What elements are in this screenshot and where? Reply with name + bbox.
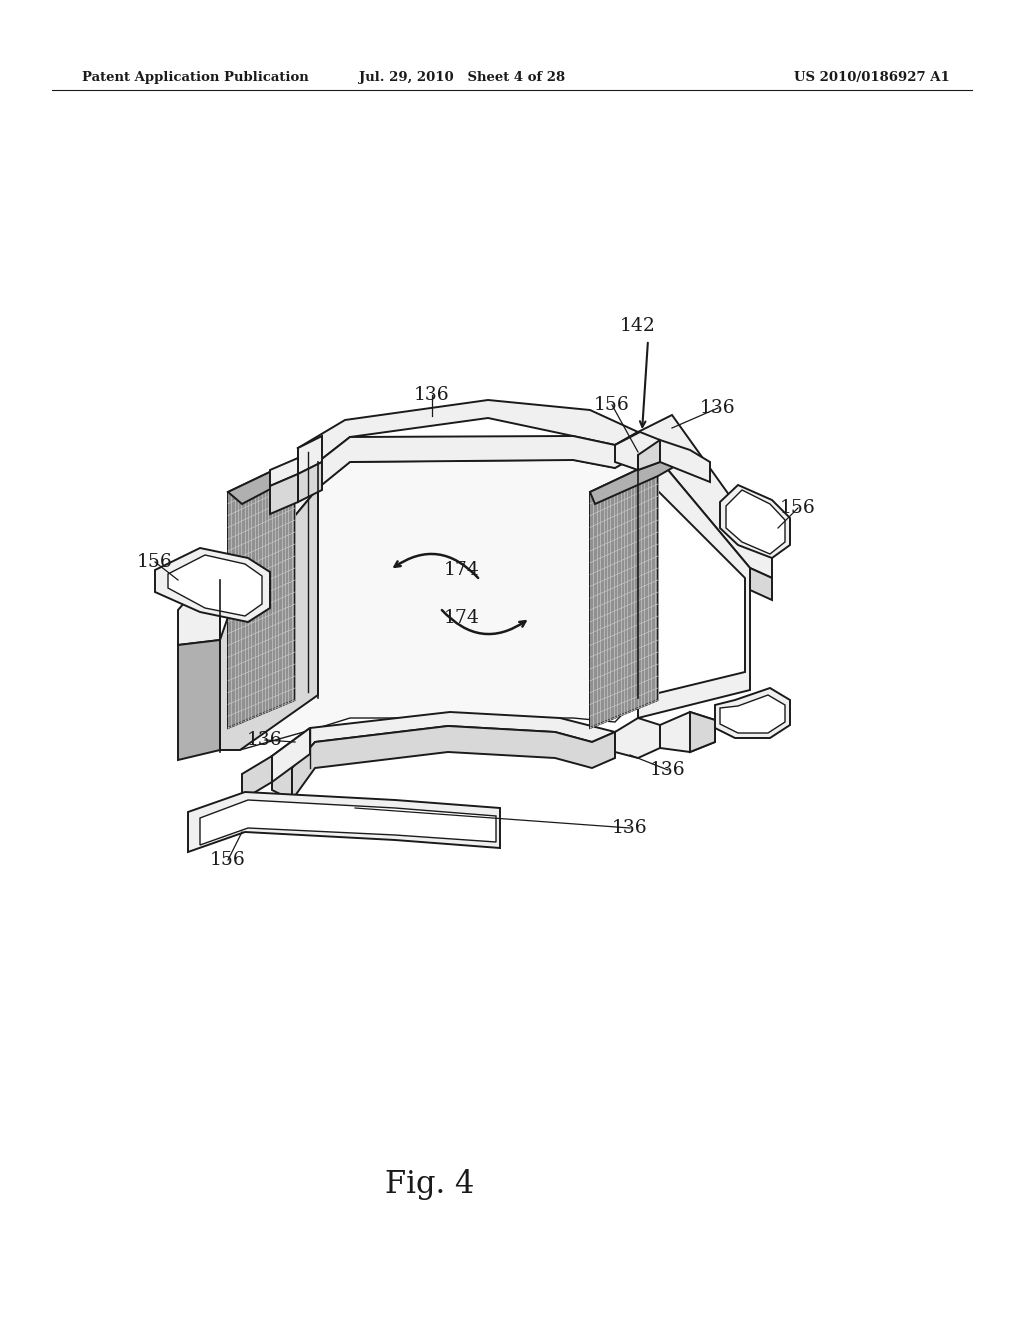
Polygon shape [220,488,318,750]
Polygon shape [240,455,638,750]
Polygon shape [660,711,715,752]
Polygon shape [188,792,500,851]
Polygon shape [615,718,660,758]
Text: 136: 136 [700,399,736,417]
Polygon shape [590,451,672,504]
Polygon shape [690,711,715,752]
Polygon shape [750,568,772,601]
Text: 136: 136 [612,818,648,837]
Text: Fig. 4: Fig. 4 [385,1170,475,1200]
Polygon shape [635,414,772,578]
Text: 136: 136 [414,385,450,404]
Polygon shape [242,756,272,800]
Text: 136: 136 [247,731,283,748]
Polygon shape [635,455,750,718]
Polygon shape [318,432,638,488]
Polygon shape [270,458,298,486]
Polygon shape [155,548,270,622]
Polygon shape [168,554,262,616]
Text: 156: 156 [137,553,173,572]
Text: 174: 174 [444,561,480,579]
Polygon shape [272,756,292,800]
Text: 142: 142 [621,317,656,335]
Text: 156: 156 [780,499,816,517]
Text: 174: 174 [444,609,480,627]
Text: Patent Application Publication: Patent Application Publication [82,71,309,84]
Polygon shape [228,459,295,729]
Polygon shape [178,640,220,760]
Polygon shape [272,729,310,781]
Polygon shape [298,400,638,462]
Polygon shape [590,459,658,729]
Polygon shape [660,440,710,482]
Polygon shape [178,478,318,645]
Polygon shape [720,696,785,733]
Polygon shape [298,447,318,492]
Polygon shape [615,432,660,470]
Text: Jul. 29, 2010   Sheet 4 of 28: Jul. 29, 2010 Sheet 4 of 28 [359,71,565,84]
Polygon shape [715,688,790,738]
Polygon shape [298,436,322,474]
Polygon shape [270,474,298,513]
Polygon shape [638,440,660,470]
Polygon shape [292,726,615,800]
Text: 136: 136 [650,762,686,779]
Polygon shape [228,451,308,504]
Polygon shape [726,490,785,554]
Polygon shape [298,462,322,502]
Text: US 2010/0186927 A1: US 2010/0186927 A1 [795,71,950,84]
Polygon shape [720,484,790,558]
Polygon shape [272,711,615,768]
Text: 156: 156 [594,396,630,414]
Text: 156: 156 [210,851,246,869]
Polygon shape [200,800,496,845]
